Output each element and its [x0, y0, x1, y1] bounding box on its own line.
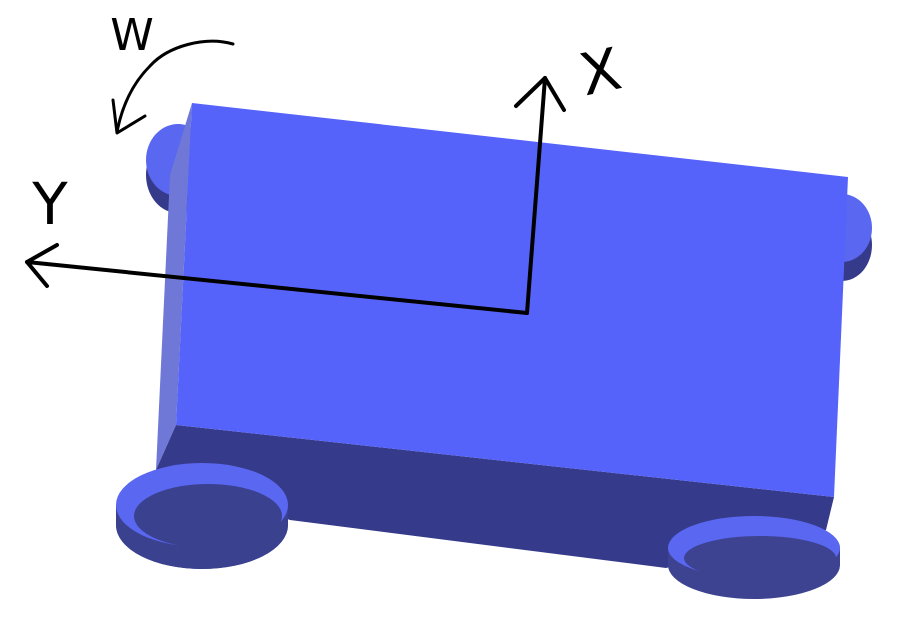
axis-y-arrow [25, 243, 529, 315]
front-left-wheel [116, 463, 288, 569]
body-top-face [176, 103, 848, 497]
y-axis-label: Y [31, 170, 68, 238]
robot-body [156, 103, 848, 568]
axis-x-arrow [514, 76, 566, 315]
rotation-arrow [111, 39, 235, 135]
front-right-wheel [668, 516, 840, 599]
body-left-face [156, 103, 192, 470]
body-side-face [156, 425, 834, 568]
x-axis-label: X [574, 35, 627, 110]
rotation-label: W [110, 10, 154, 61]
